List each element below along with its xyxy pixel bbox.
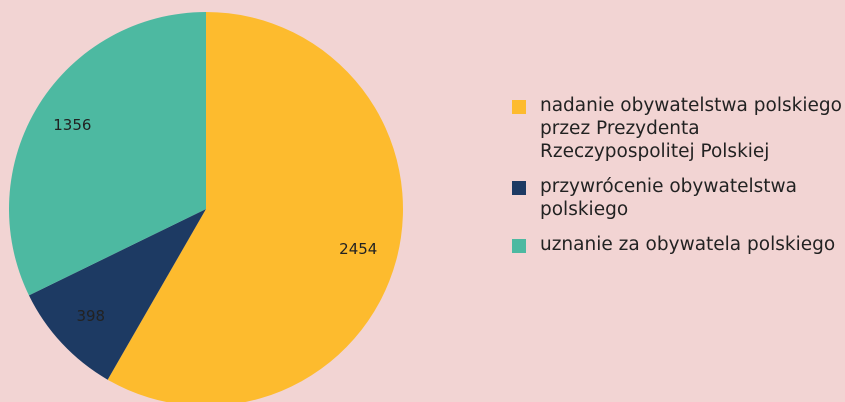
legend-swatch bbox=[512, 239, 526, 253]
pie-slice bbox=[107, 12, 403, 402]
legend-swatch bbox=[512, 181, 526, 195]
data-label: 1356 bbox=[53, 116, 91, 134]
legend: nadanie obywatelstwa polskiego przez Pre… bbox=[512, 94, 845, 268]
legend-item: przywrócenie obywatelstwa polskiego bbox=[512, 175, 845, 221]
legend-swatch bbox=[512, 100, 526, 114]
data-label: 398 bbox=[76, 307, 105, 325]
legend-label: przywrócenie obywatelstwa polskiego bbox=[540, 176, 797, 220]
legend-item: uznanie za obywatela polskiego bbox=[512, 233, 845, 256]
pie-slice bbox=[28, 209, 206, 380]
legend-item: nadanie obywatelstwa polskiego przez Pre… bbox=[512, 94, 845, 163]
legend-label: uznanie za obywatela polskiego bbox=[540, 234, 836, 255]
data-label: 2454 bbox=[339, 240, 377, 258]
pie-slice bbox=[8, 12, 206, 296]
legend-label: nadanie obywatelstwa polskiego przez Pre… bbox=[540, 95, 842, 162]
